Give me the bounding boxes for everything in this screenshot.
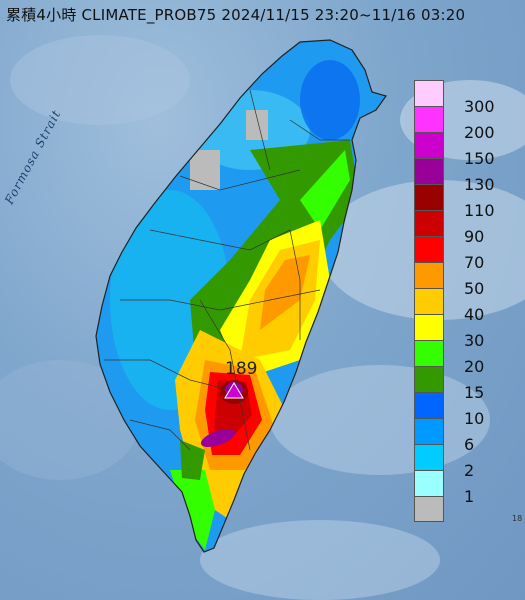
legend-row: 150 xyxy=(414,132,518,168)
legend-swatch xyxy=(414,418,444,444)
legend-row: 30 xyxy=(414,314,518,350)
legend-row: 15 xyxy=(414,366,518,402)
legend-row: 50 xyxy=(414,262,518,298)
legend-row: 300 xyxy=(414,80,518,116)
legend-row: 110 xyxy=(414,184,518,220)
legend-swatch xyxy=(414,470,444,496)
legend-swatch xyxy=(414,236,444,262)
legend: 300 200 150 130 110 90 70 50 xyxy=(414,80,518,522)
legend-swatch xyxy=(414,444,444,470)
legend-row: 10 xyxy=(414,392,518,428)
legend-label: 15 xyxy=(464,383,485,402)
legend-row: 70 xyxy=(414,236,518,272)
legend-label: 10 xyxy=(464,409,485,428)
legend-label: 90 xyxy=(464,227,485,246)
legend-swatch xyxy=(414,210,444,236)
legend-swatch xyxy=(414,132,444,158)
legend-row: 40 xyxy=(414,288,518,324)
legend-row: 6 xyxy=(414,418,518,454)
legend-label: 70 xyxy=(464,253,485,272)
max-marker-icon xyxy=(224,382,244,399)
legend-swatch xyxy=(414,340,444,366)
map-title: 累積4小時 CLIMATE_PROB75 2024/11/15 23:20~11… xyxy=(6,6,466,24)
legend-swatch xyxy=(414,366,444,392)
legend-label: 30 xyxy=(464,331,485,350)
legend-swatch xyxy=(414,262,444,288)
legend-swatch xyxy=(414,106,444,132)
legend-label: 300 xyxy=(464,97,495,116)
legend-swatch xyxy=(414,496,444,522)
legend-swatch xyxy=(414,314,444,340)
legend-swatch xyxy=(414,392,444,418)
legend-label: 150 xyxy=(464,149,495,168)
legend-swatch xyxy=(414,80,444,106)
max-value-label: 189 xyxy=(225,359,258,379)
legend-row: 130 xyxy=(414,158,518,194)
legend-row xyxy=(414,496,518,522)
legend-row: 2 xyxy=(414,444,518,480)
county-borders xyxy=(104,89,350,451)
legend-label: 110 xyxy=(464,201,495,220)
legend-label: 6 xyxy=(464,435,475,454)
coastline xyxy=(95,39,387,553)
legend-row: 200 xyxy=(414,106,518,142)
legend-label: 1 xyxy=(464,487,475,506)
legend-row: 90 xyxy=(414,210,518,246)
legend-swatch xyxy=(414,184,444,210)
legend-label: 40 xyxy=(464,305,485,324)
legend-label: 200 xyxy=(464,123,495,142)
legend-label: 130 xyxy=(464,175,495,194)
legend-label: 50 xyxy=(464,279,485,298)
legend-label: 20 xyxy=(464,357,485,376)
legend-row: 1 xyxy=(414,470,518,506)
legend-label: 2 xyxy=(464,461,475,480)
legend-row: 20 xyxy=(414,340,518,376)
legend-swatch xyxy=(414,158,444,184)
edge-mark: 18 xyxy=(512,514,523,523)
legend-swatch xyxy=(414,288,444,314)
